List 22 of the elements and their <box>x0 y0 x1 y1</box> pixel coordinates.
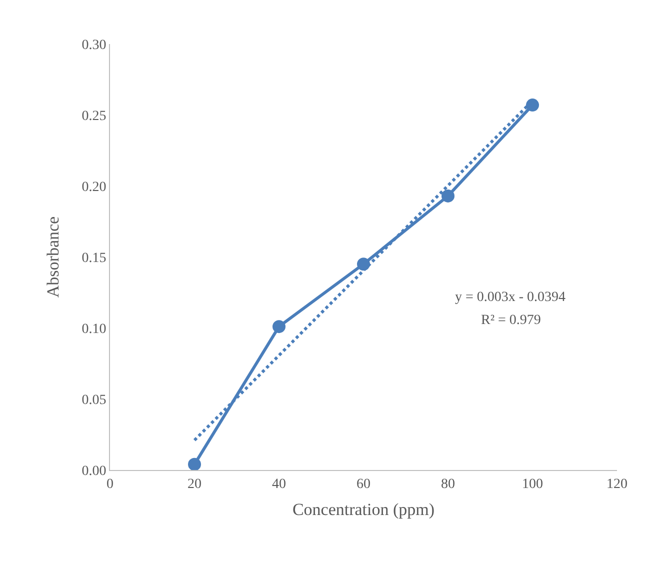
point <box>526 98 539 112</box>
x-axis-title: Concentration (ppm) <box>292 500 435 520</box>
x-tick-label: 0 <box>106 476 114 492</box>
y-tick-label: 0.25 <box>82 108 106 124</box>
x-tick-label: 100 <box>522 476 543 492</box>
y-tick-label: 0.05 <box>82 392 106 408</box>
y-tick-label: 0.30 <box>82 38 106 53</box>
x-tick-label: 60 <box>356 476 370 492</box>
point <box>272 320 286 334</box>
annotation: R² = 0.979 <box>481 313 541 328</box>
y-tick-label: 0.15 <box>82 250 106 266</box>
y-axis-title: Absorbance <box>43 216 62 298</box>
x-tick-label: 80 <box>441 476 455 492</box>
x-tick-label: 20 <box>188 476 202 492</box>
x-tick-label: 120 <box>606 476 628 492</box>
y-tick-label: 0.10 <box>82 322 106 337</box>
x-tick-label: 40 <box>272 476 286 492</box>
annotation: y = 0.003x - 0.0394 <box>455 290 566 305</box>
y-tick-label: 0.00 <box>82 464 106 479</box>
y-tick-label: 0.20 <box>82 180 106 195</box>
point <box>188 458 201 470</box>
point <box>442 189 454 202</box>
